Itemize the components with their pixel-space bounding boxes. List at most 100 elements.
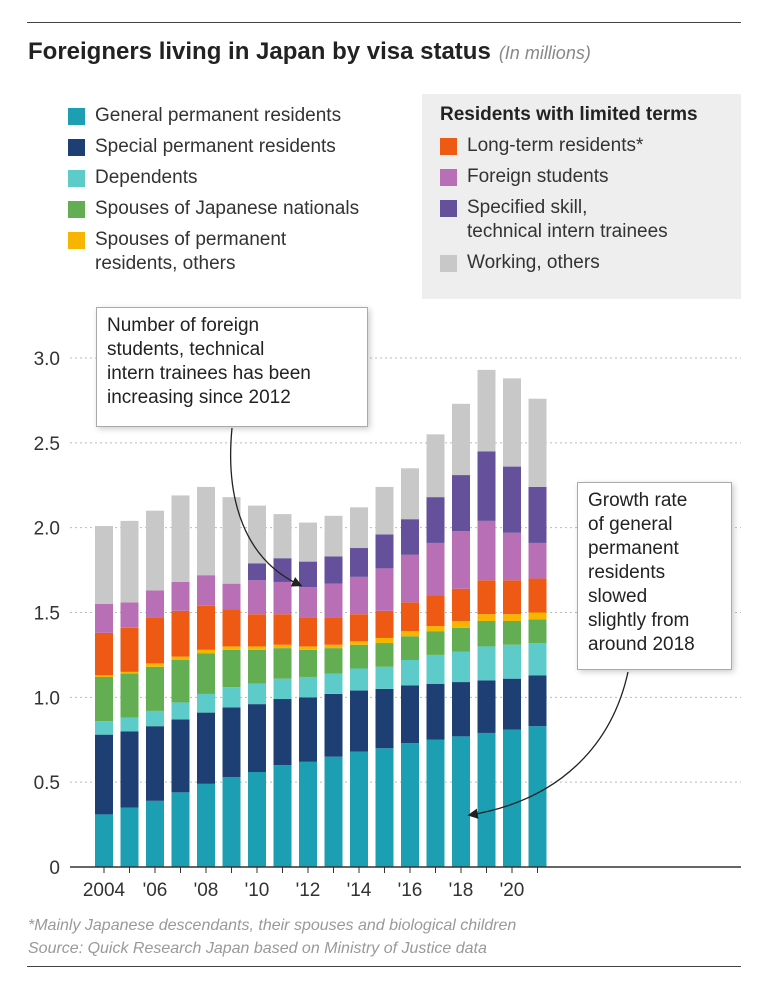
legend-swatch (68, 232, 85, 249)
y-tick-label: 2.0 (34, 519, 60, 540)
bar-segment (452, 475, 470, 532)
bar-segment (350, 690, 368, 752)
y-tick-label: 0 (49, 858, 60, 879)
bar-segment (375, 666, 394, 689)
legend-swatch (440, 138, 457, 155)
bar-segment (503, 614, 521, 621)
bar-segment (477, 614, 496, 621)
bar-segment (171, 792, 190, 867)
bar-segment (401, 602, 419, 632)
bar-segment (273, 648, 292, 679)
bar-segment (503, 644, 521, 679)
bar-segment (222, 646, 241, 650)
x-tick-label: '06 (143, 880, 168, 901)
bar-segment (146, 710, 164, 727)
bar-segment (503, 580, 521, 615)
bar-segment (503, 620, 521, 645)
bar-segment (401, 554, 419, 603)
bar-segment (171, 660, 190, 703)
bar-segment (95, 675, 113, 677)
bar-segment (146, 726, 164, 801)
bar-segment (528, 726, 547, 867)
bar-segment (477, 680, 496, 733)
legend-item-general-permanent: General permanent residents (68, 104, 359, 128)
bar-segment (171, 495, 190, 582)
bar-segment (350, 644, 368, 669)
bar-segment (146, 510, 164, 591)
bar-segment (503, 466, 521, 533)
bar-segment (477, 369, 496, 452)
bar-segment (299, 561, 317, 588)
bar-segment (503, 729, 521, 867)
bar-segment (426, 497, 445, 543)
bar-segment (146, 617, 164, 664)
bar-segment (426, 739, 445, 867)
legend-swatch (68, 170, 85, 187)
bar-segment (528, 486, 547, 543)
bar-segment (120, 717, 139, 732)
bar-segment (299, 649, 317, 677)
bar-segment (248, 580, 266, 615)
bar-segment (146, 663, 164, 667)
bar-segment (248, 646, 266, 650)
bar-segment (95, 525, 113, 605)
bar-segment (401, 519, 419, 555)
bar-segment (350, 548, 368, 577)
bar-segment (120, 731, 139, 808)
bar-segment (171, 610, 190, 657)
bar-segment (273, 514, 292, 559)
bar-segment (120, 627, 139, 672)
legend-item-specified-skill: Specified skill, technical intern traine… (440, 196, 741, 244)
bar-segment (299, 587, 317, 618)
bar-segment (375, 486, 394, 535)
bar-segment (375, 643, 394, 667)
bar-segment (503, 378, 521, 467)
bar-segment (477, 580, 496, 615)
bar-segment (452, 736, 470, 867)
bar-segment (248, 771, 266, 867)
bar-segment (503, 532, 521, 581)
bar-segment (375, 637, 394, 644)
bar-segment (299, 617, 317, 647)
bar-segment (528, 675, 547, 727)
legend-item-special-permanent: Special permanent residents (68, 135, 359, 159)
y-tick-label: 2.5 (34, 434, 60, 455)
bar-segment (273, 558, 292, 582)
bar-segment (452, 627, 470, 652)
bar-segment (120, 520, 139, 603)
legend-label: Spouses of permanent residents, others (95, 229, 287, 274)
bar-segment (248, 649, 266, 684)
bar-segment (273, 678, 292, 700)
bar-segment (452, 588, 470, 621)
bar-segment (477, 451, 496, 521)
bar-segment (375, 568, 394, 611)
legend-label: Special permanent residents (95, 136, 336, 157)
bar-segment (146, 666, 164, 711)
bar-segment (171, 719, 190, 793)
legend-swatch (68, 201, 85, 218)
bar-segment (95, 721, 113, 735)
legend-label: Dependents (95, 167, 198, 188)
bar-segment (324, 644, 343, 649)
y-tick-label: 3.0 (34, 349, 60, 370)
bar-segment (401, 631, 419, 637)
chart-title-text: Foreigners living in Japan by visa statu… (28, 38, 491, 65)
bar-segment (324, 648, 343, 674)
bar-segment (477, 646, 496, 681)
bar-segment (452, 403, 470, 476)
bar-segment (171, 656, 190, 661)
y-tick-label: 0.5 (34, 773, 60, 794)
bar-segment (324, 556, 343, 584)
bar-segment (273, 699, 292, 766)
legend-permanent: General permanent residents Special perm… (68, 104, 359, 283)
legend-swatch (68, 108, 85, 125)
bar-segment (401, 660, 419, 686)
bar-segment (95, 676, 113, 722)
legend-item-spouses-permanent: Spouses of permanent residents, others (68, 228, 359, 276)
bottom-rule (27, 966, 741, 967)
bar-segment (299, 646, 317, 650)
bar-segment (401, 685, 419, 744)
bar-segment (350, 751, 368, 867)
x-tick-label: '12 (296, 880, 321, 901)
chart-subtitle: (In millions) (498, 43, 591, 63)
